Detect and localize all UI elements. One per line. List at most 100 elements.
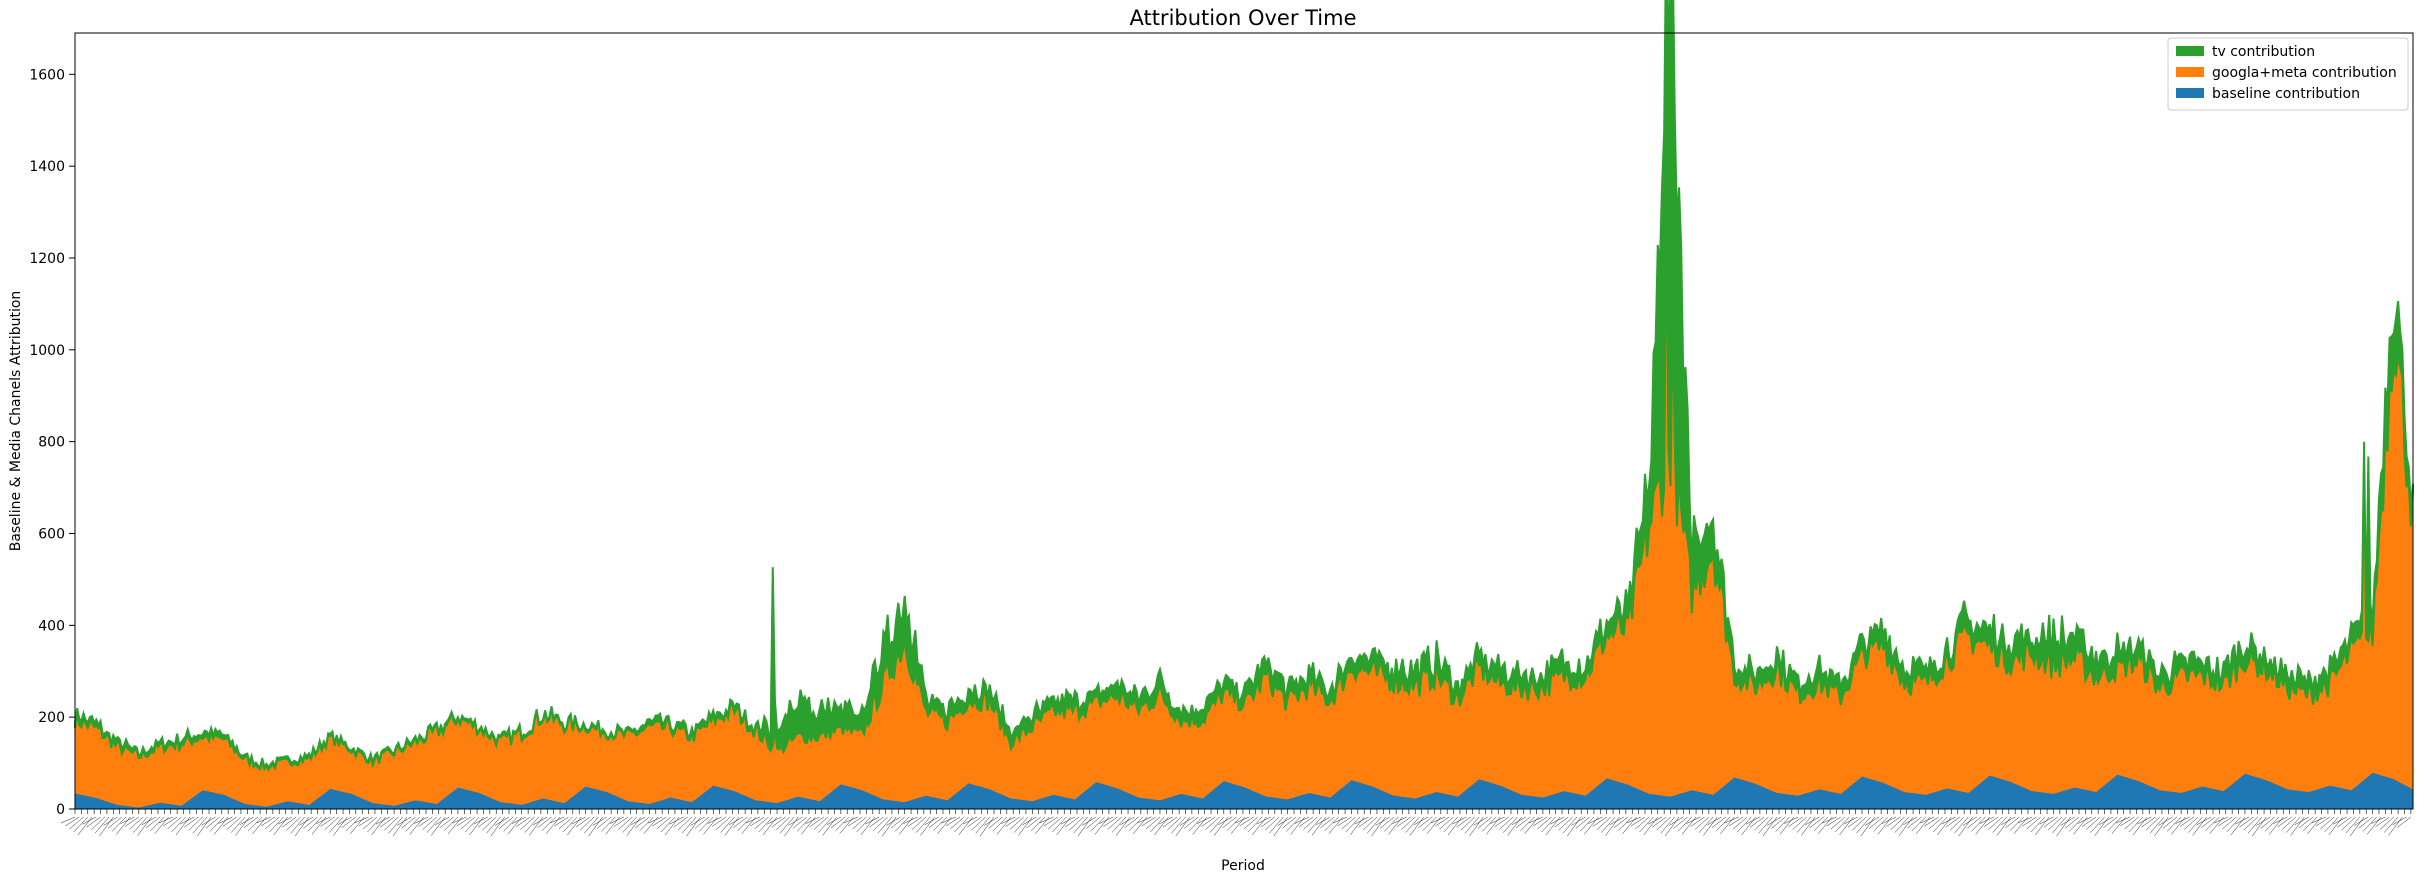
x-tick-mark-label — [354, 816, 369, 824]
x-tick-mark-label — [1418, 816, 1433, 828]
x-tick-mark-label — [1958, 816, 1973, 837]
x-tick-mark-label — [847, 816, 863, 827]
x-tick-mark-label — [1609, 816, 1624, 826]
x-tick-mark-label — [1222, 816, 1237, 828]
x-tick-mark-label — [1179, 816, 1195, 826]
x-tick-mark-label — [418, 816, 433, 827]
x-tick-mark-label — [958, 816, 973, 836]
x-tick-mark-label — [1252, 816, 1267, 836]
x-tick-mark-label — [1886, 816, 1901, 827]
x-tick-mark-label — [1911, 816, 1927, 831]
x-tick-mark-label — [1737, 816, 1752, 833]
x-tick-mark-label — [1613, 816, 1629, 828]
x-tick-mark-label — [2035, 816, 2050, 836]
x-tick-mark-label — [1826, 816, 1841, 827]
x-tick-mark-label — [124, 816, 139, 827]
x-tick-mark-label — [73, 816, 88, 833]
x-tick-mark-label — [690, 816, 705, 826]
x-tick-mark-label — [1303, 816, 1318, 830]
y-tick-label: 1000 — [29, 343, 65, 359]
x-tick-mark-label — [1103, 816, 1118, 827]
x-tick-mark-label — [226, 816, 242, 830]
x-tick-mark-label — [290, 816, 305, 834]
x-tick-mark-label — [1069, 816, 1084, 831]
x-tick-mark-label — [920, 816, 935, 836]
y-tick-label: 0 — [56, 802, 65, 818]
x-tick-mark-label — [120, 816, 135, 824]
x-tick-mark-label — [1745, 816, 1761, 825]
x-tick-mark-label — [1481, 816, 1497, 832]
x-tick-mark-label — [2239, 816, 2254, 828]
x-tick-mark-label — [1018, 816, 1033, 836]
x-tick-mark-label — [1435, 816, 1450, 827]
legend-entry: baseline contribution — [2212, 86, 2360, 102]
x-tick-mark-label — [1503, 816, 1518, 833]
x-tick-mark-label — [1937, 816, 1952, 836]
x-tick-mark-label — [494, 816, 510, 826]
x-tick-mark-label — [979, 816, 995, 837]
x-tick-mark-label — [2260, 816, 2275, 829]
x-tick-mark-label — [1541, 816, 1556, 833]
x-tick-mark-label — [1847, 816, 1863, 828]
x-tick-mark-label — [482, 816, 497, 831]
x-tick-mark-label — [1086, 816, 1101, 829]
x-tick-mark-label — [971, 816, 986, 831]
x-tick-mark-label — [571, 816, 586, 825]
x-tick-mark-label — [541, 816, 556, 831]
x-tick-mark-label — [430, 816, 446, 836]
x-tick-mark-label — [1243, 816, 1258, 830]
x-tick-mark-label — [2328, 816, 2343, 836]
x-tick-mark-label — [1184, 816, 1199, 829]
x-tick-mark-label — [2183, 816, 2199, 830]
x-tick-mark-label — [745, 816, 761, 824]
x-tick-mark-label — [779, 816, 795, 834]
y-tick-label: 1400 — [29, 159, 65, 175]
x-tick-mark-label — [1107, 816, 1122, 830]
x-tick-mark-label — [886, 816, 901, 826]
x-tick-mark-label — [1137, 816, 1152, 824]
x-tick-mark-label — [1724, 816, 1739, 824]
x-tick-mark-label — [1630, 816, 1646, 827]
x-tick-mark-label — [256, 816, 271, 824]
x-tick-mark-label — [282, 816, 297, 828]
x-tick-mark-label — [77, 816, 93, 836]
x-tick-mark-label — [677, 816, 693, 831]
x-tick-mark-label — [903, 816, 918, 824]
x-tick-mark-label — [1677, 816, 1692, 832]
x-tick-mark-label — [2256, 816, 2271, 826]
x-tick-mark-label — [1073, 816, 1088, 834]
x-tick-mark-label — [2354, 816, 2369, 826]
x-tick-mark-label — [1379, 816, 1395, 829]
x-tick-mark-label — [1333, 816, 1348, 824]
legend-swatch — [2176, 67, 2204, 77]
x-tick-mark-label — [1660, 816, 1675, 834]
x-tick-mark-label — [231, 816, 246, 833]
x-tick-mark-label — [2141, 816, 2156, 828]
x-tick-mark-label — [728, 816, 744, 826]
legend: tv contribution googla+meta contribution b… — [2167, 37, 2409, 111]
x-tick-mark-label — [1550, 816, 1565, 825]
x-tick-mark-label — [269, 816, 284, 833]
x-tick-mark-label — [162, 816, 178, 827]
x-tick-mark-label — [273, 816, 288, 836]
x-tick-mark-label — [945, 816, 961, 827]
x-tick-mark-label — [1639, 816, 1654, 833]
x-tick-mark-label — [2218, 816, 2233, 827]
x-tick-mark-label — [916, 816, 931, 833]
x-tick-mark-label — [248, 816, 263, 831]
x-tick-mark-label — [82, 816, 97, 825]
x-tick-mark-label — [1537, 816, 1552, 830]
x-tick-mark-label — [435, 816, 450, 826]
x-tick-mark-label — [1669, 816, 1684, 826]
x-tick-mark-label — [2358, 816, 2373, 829]
x-tick-mark-label — [618, 816, 633, 830]
x-tick-mark-label — [2281, 816, 2297, 830]
x-tick-mark-label — [1001, 816, 1016, 824]
x-tick-mark-label — [1592, 816, 1607, 827]
x-tick-mark-label — [2128, 816, 2144, 833]
x-tick-mark-label — [1264, 816, 1280, 831]
x-tick-mark-label — [1286, 816, 1301, 832]
x-tick-mark-label — [260, 816, 276, 827]
x-tick-mark-label — [1205, 816, 1220, 830]
x-tick-mark-label — [1596, 816, 1612, 830]
